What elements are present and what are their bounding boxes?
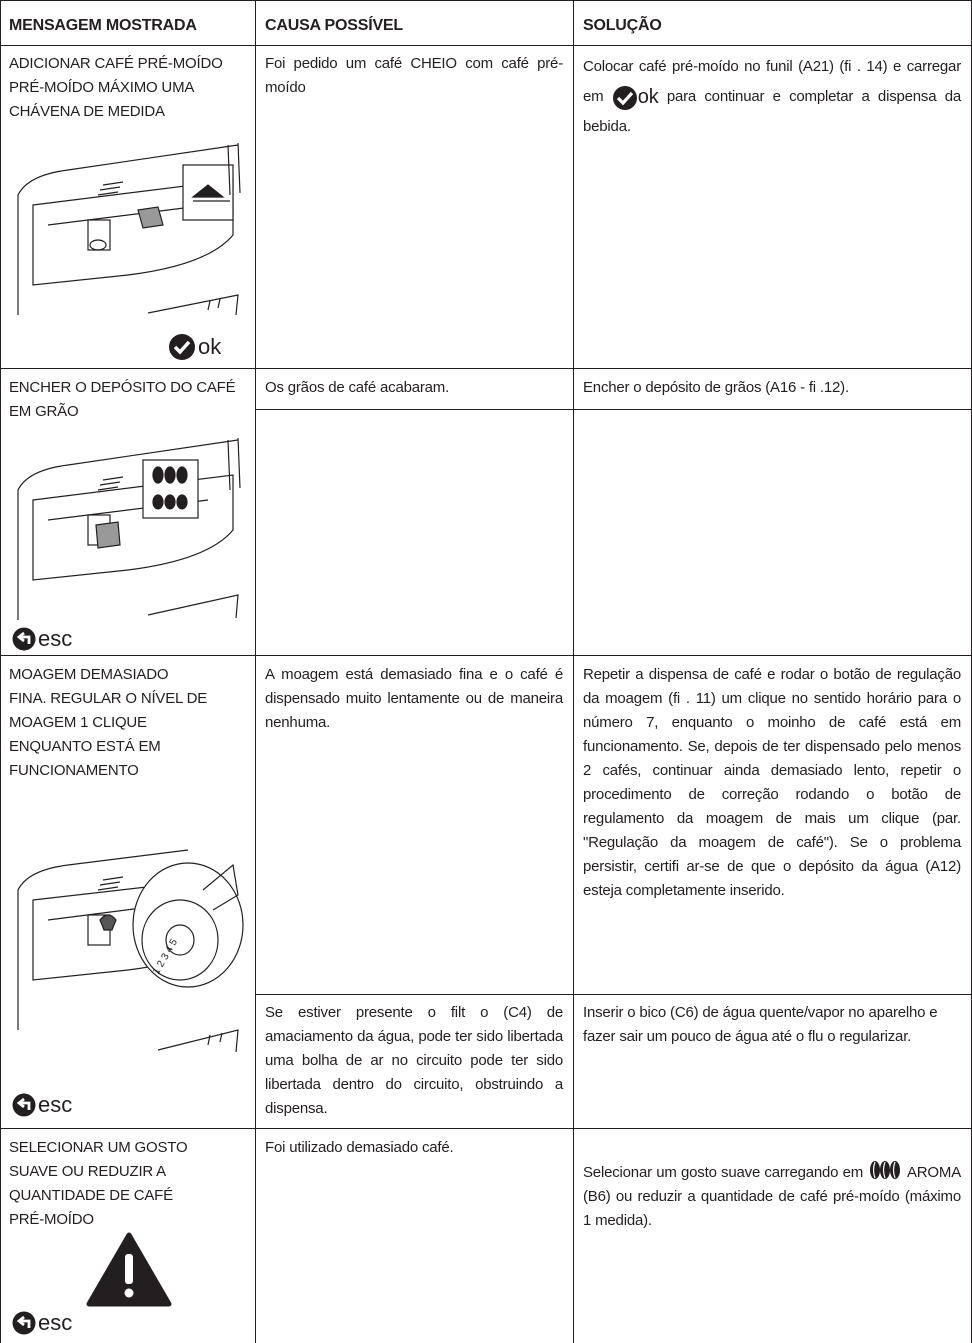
solution: Inserir o bico (C6) de água quente/vapor… xyxy=(583,1004,938,1045)
column-header: SOLUÇÃO xyxy=(583,17,662,34)
rule xyxy=(0,45,972,46)
column-header: MENSAGEM MOSTRADA xyxy=(9,17,197,34)
icon-label: esc xyxy=(38,626,73,651)
rule xyxy=(255,409,972,410)
esc-icon: esc xyxy=(12,626,72,652)
rule xyxy=(0,0,972,1)
rule xyxy=(0,655,972,656)
illustration xyxy=(17,142,241,316)
solution: Colocar café pré-moído no funil (A21) (f… xyxy=(583,52,961,142)
cause: Foi pedido um café CHEIO com café pré-mo… xyxy=(265,55,563,96)
rule xyxy=(255,994,972,995)
rule xyxy=(0,0,1,1343)
solution-text: Colocar café pré-moído no funil (A21) (f… xyxy=(583,58,961,105)
cause: Se estiver presente o filt o (C4) de ama… xyxy=(265,1004,563,1117)
illustration xyxy=(17,437,241,620)
icon-label: esc xyxy=(38,1310,73,1335)
ok-icon: ok xyxy=(168,333,221,361)
rule xyxy=(573,0,574,1343)
solution-text: Selecionar um gosto suave carregando em xyxy=(583,1164,864,1181)
icon-label: ok xyxy=(637,86,659,109)
message: SELECIONAR UM GOSTO SUAVE OU REDUZIR A Q… xyxy=(9,1139,188,1228)
ok-inline-icon: ok xyxy=(612,82,659,112)
message: ENCHER O DEPÓSITO DO CAFÉ EM GRÃO xyxy=(9,379,236,420)
esc-icon: esc xyxy=(12,1310,72,1336)
bean-icon xyxy=(870,1161,901,1179)
illustration: 1 2 3 4 5 xyxy=(17,849,244,1053)
message: MOAGEM DEMASIADO FINA. REGULAR O NÍVEL D… xyxy=(9,666,208,779)
rule xyxy=(0,1128,972,1129)
warning-icon xyxy=(86,1232,172,1307)
message: ADICIONAR CAFÉ PRÉ-MOÍDO PRÉ-MOÍDO MÁXIM… xyxy=(9,55,223,120)
cause: A moagem está demasiado fina e o café é … xyxy=(265,666,563,731)
icon-label: esc xyxy=(38,1092,73,1117)
solution-text: para continuar e completar a dispensa da… xyxy=(583,88,961,136)
icon-label: ok xyxy=(198,334,222,359)
solution: Encher o depósito de grãos (A16 - fi .12… xyxy=(583,379,849,396)
rule xyxy=(255,0,256,1343)
solution: Repetir a dispensa de café e rodar o bot… xyxy=(583,666,961,899)
rule xyxy=(0,368,972,369)
esc-icon: esc xyxy=(12,1092,72,1118)
cause: Foi utilizado demasiado café. xyxy=(265,1139,454,1156)
cause: Os grãos de café acabaram. xyxy=(265,379,450,396)
column-header: CAUSA POSSÍVEL xyxy=(265,17,403,34)
solution-text: AROMA (B6) ou reduzir a quantidade de ca… xyxy=(583,1164,962,1229)
solution: Selecionar um gosto suave carregando em … xyxy=(583,1160,961,1233)
